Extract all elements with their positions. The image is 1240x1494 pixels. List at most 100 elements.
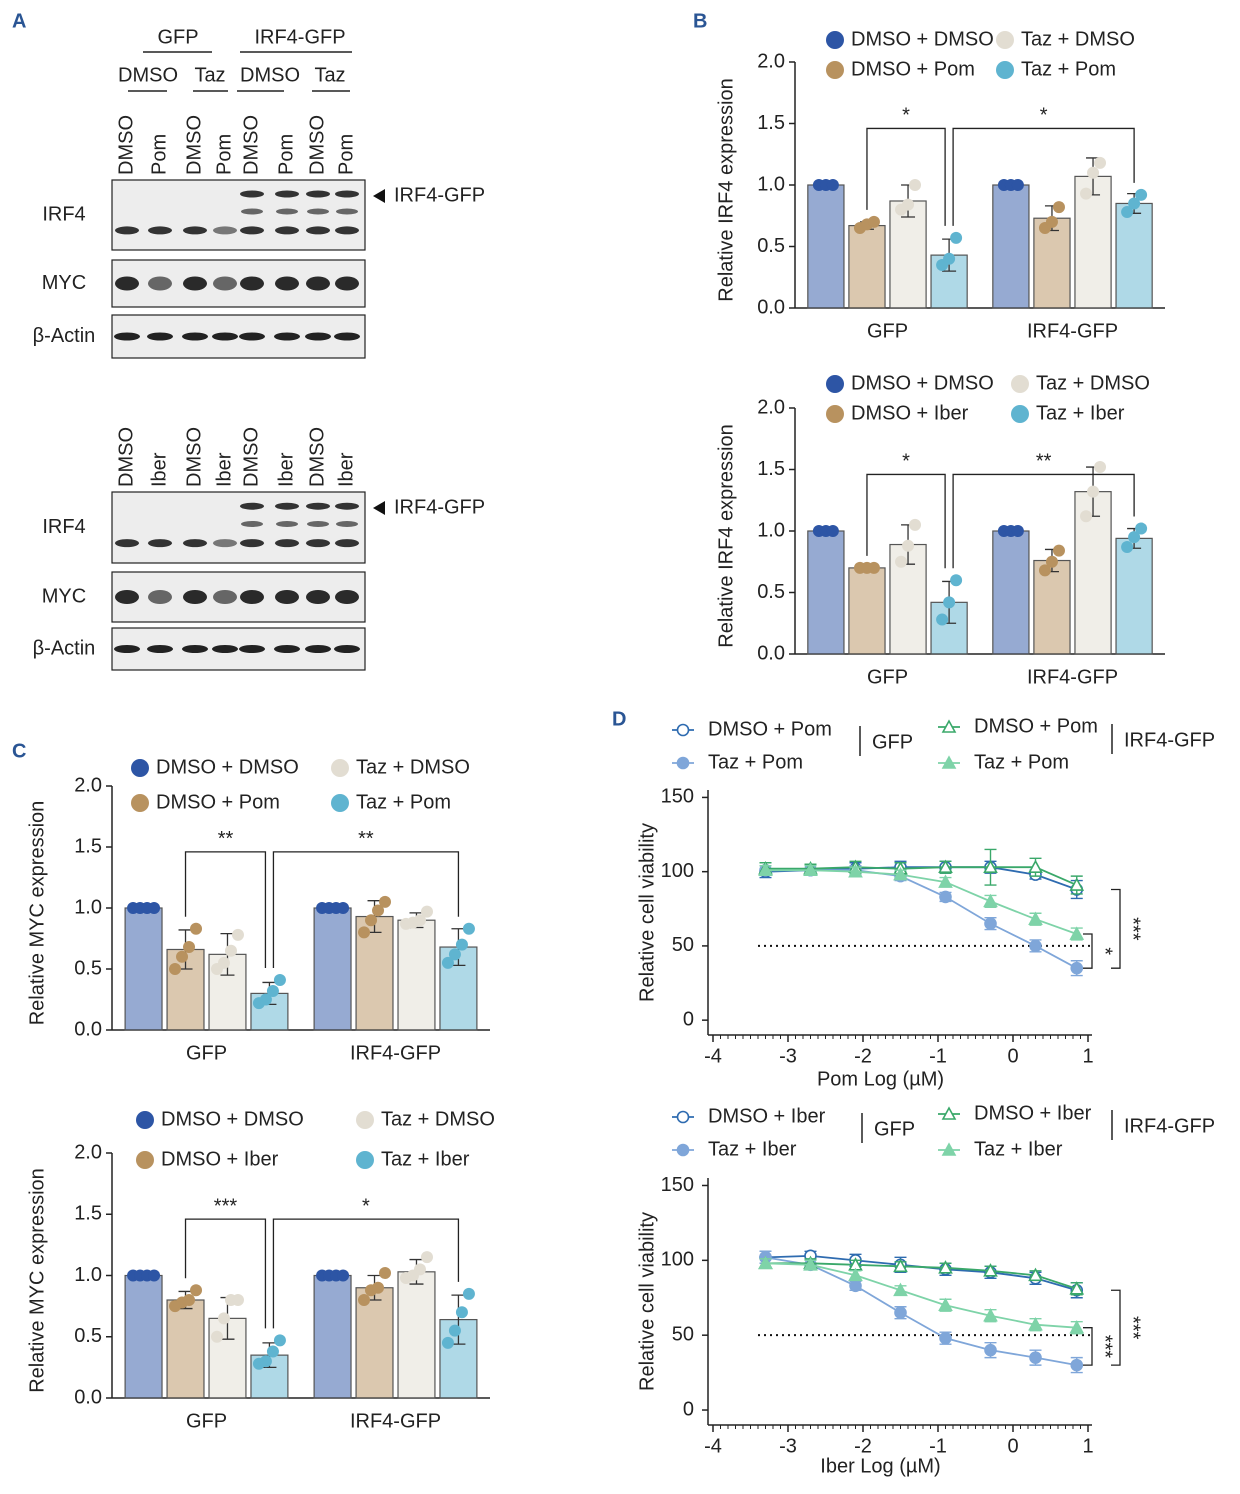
replicate-point: [909, 518, 922, 531]
data-point: [939, 890, 952, 904]
data-point: [1028, 859, 1043, 874]
data-point: [1070, 1358, 1084, 1372]
bar: [313, 907, 352, 1031]
row-label: MYC: [42, 272, 86, 294]
band: [240, 502, 264, 510]
replicate-point: [943, 596, 956, 609]
legend-swatch: [136, 1111, 154, 1129]
significance-label: **: [1036, 451, 1052, 473]
data-point: [983, 1263, 998, 1277]
bar: [930, 601, 968, 655]
band: [148, 226, 172, 235]
y-tick-label: 1.5: [757, 112, 785, 134]
replicate-point: [420, 905, 433, 918]
bar: [992, 184, 1030, 309]
replicate-point: [1045, 215, 1058, 228]
legend-label: Taz + Iber: [974, 1138, 1063, 1160]
band: [335, 190, 359, 198]
x-tick-label: -2: [854, 1435, 872, 1457]
panel-letter: A: [12, 10, 26, 32]
replicate-point: [1121, 540, 1134, 553]
band: [147, 645, 173, 653]
y-axis-label: Relative MYC expression: [26, 1168, 48, 1393]
replicate-point: [1011, 525, 1024, 537]
significance-bracket: [272, 851, 460, 968]
lane-label: DMSO: [306, 427, 328, 487]
data-point: [849, 1279, 862, 1293]
row-label: β-Actin: [33, 637, 96, 659]
y-tick-label: 0.0: [757, 296, 785, 318]
legend-marker: [676, 723, 690, 737]
replicate-point: [1094, 461, 1107, 474]
band: [307, 520, 329, 527]
replicate-point: [462, 1287, 475, 1300]
legend-label: DMSO + Pom: [156, 791, 280, 813]
bar: [1033, 217, 1071, 309]
significance-bracket: [1083, 1327, 1093, 1366]
legend-group-label: GFP: [872, 731, 913, 753]
band: [183, 276, 207, 291]
legend-group-label: IRF4-GFP: [1124, 729, 1215, 751]
data-point: [758, 1255, 773, 1270]
legend-swatch: [996, 31, 1014, 49]
data-point: [1028, 911, 1043, 925]
bar: [1033, 559, 1071, 655]
replicate-point: [259, 1355, 272, 1368]
bar: [355, 1287, 394, 1399]
band: [275, 276, 299, 291]
data-point: [893, 866, 908, 881]
y-tick-label: 0.0: [74, 1386, 102, 1408]
panel-letter: B: [693, 10, 707, 32]
significance-bracket: [952, 127, 1135, 226]
y-tick-label: 100: [661, 860, 694, 882]
y-tick-label: 2.0: [74, 774, 102, 796]
bar: [848, 567, 886, 655]
lane-label: DMSO: [183, 427, 205, 487]
data-point: [848, 863, 863, 878]
subgroup-header: Taz: [314, 64, 345, 86]
legend-label: Taz + DMSO: [1021, 28, 1135, 50]
bar: [992, 530, 1030, 655]
data-point: [1069, 926, 1085, 940]
band: [115, 226, 139, 235]
replicate-point: [867, 215, 880, 228]
bar: [807, 184, 845, 309]
y-tick-label: 1.5: [757, 458, 785, 480]
y-tick-label: 1.5: [74, 1203, 102, 1225]
legend-label: Taz + Pom: [974, 751, 1069, 773]
data-point: [848, 1267, 863, 1282]
y-axis-label: Relative cell viability: [636, 823, 658, 1002]
legend-group-label: GFP: [874, 1118, 915, 1140]
significance-bracket: [1083, 933, 1093, 969]
band: [276, 520, 298, 527]
legend-swatch: [826, 61, 844, 79]
band: [336, 208, 358, 215]
data-point: [1029, 1351, 1042, 1364]
legend-swatch: [331, 794, 349, 812]
fit-line: [765, 1256, 1077, 1367]
marker-label: IRF4-GFP: [394, 496, 485, 518]
band: [335, 539, 359, 548]
replicate-point: [943, 252, 956, 265]
lane-label: Iber: [148, 452, 170, 487]
data-point: [803, 862, 818, 876]
x-tick-label: -1: [929, 1045, 947, 1067]
legend-marker: [941, 719, 957, 733]
x-tick-label: 1: [1082, 1435, 1093, 1457]
band: [239, 645, 265, 653]
subgroup-header: DMSO: [118, 64, 178, 86]
y-tick-label: 0.5: [74, 957, 102, 979]
replicate-point: [365, 914, 378, 927]
replicate-point: [231, 1294, 244, 1306]
band: [336, 520, 358, 527]
legend-label: DMSO + DMSO: [156, 756, 299, 778]
y-tick-label: 0.0: [74, 1018, 102, 1040]
x-tick-label: -1: [929, 1435, 947, 1457]
data-point: [983, 859, 998, 874]
band: [148, 590, 172, 604]
bar: [1115, 202, 1153, 309]
fit-line: [765, 866, 1078, 886]
lane-label: DMSO: [115, 115, 137, 175]
subgroup-header: Taz: [194, 64, 225, 86]
